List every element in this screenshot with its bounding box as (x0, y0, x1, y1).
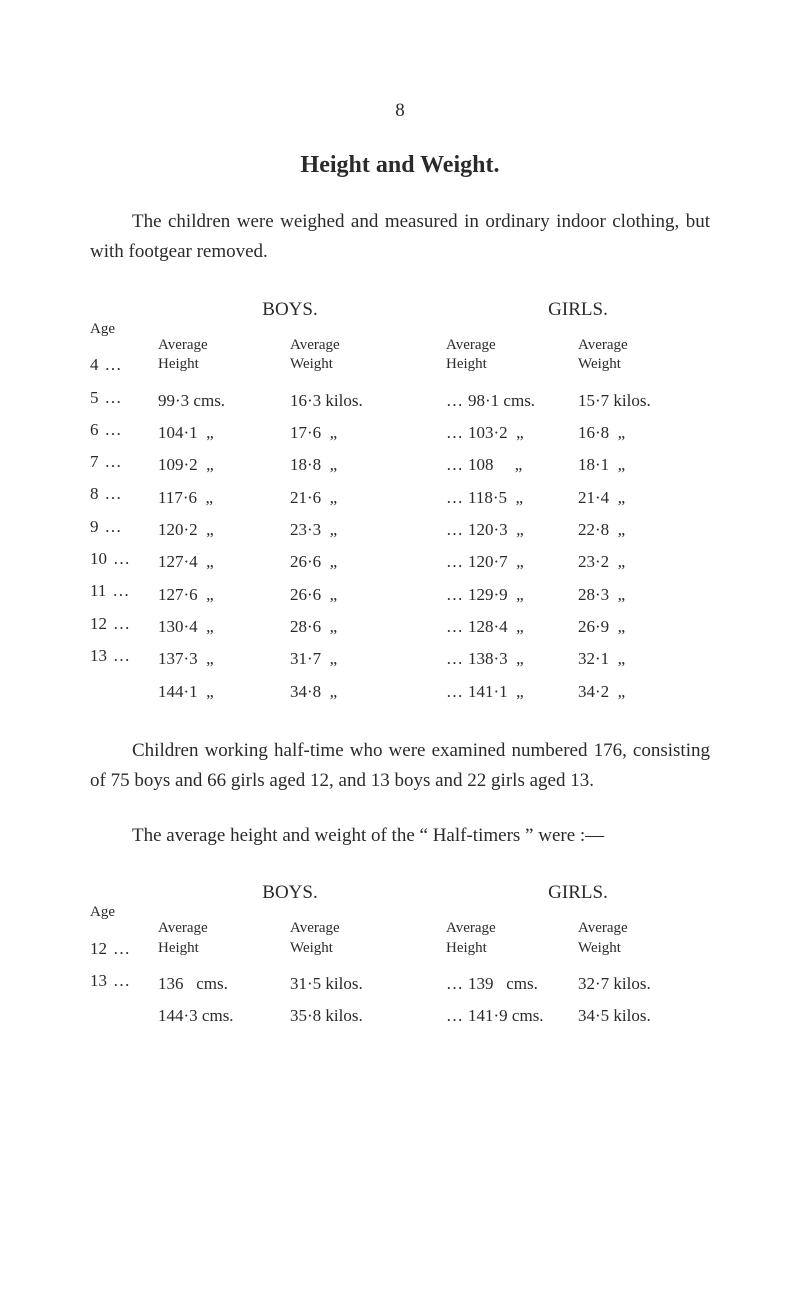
boys-group: BOYS. AverageHeight 136 cms. 144·3 cms. … (158, 875, 422, 1033)
page-number: 8 (90, 100, 710, 122)
boys-height-cell: 130·4 „ (158, 611, 290, 643)
girls-height-cell: 120·3 „ (446, 514, 578, 546)
age-cell: 11 (90, 575, 158, 607)
age-header: Age (90, 903, 158, 923)
boys-height-cell: 144·1 „ (158, 676, 290, 708)
girls-height-cell: 98·1 cms. (446, 385, 578, 417)
girls-header: GIRLS. (446, 875, 710, 911)
girls-height-cell: 108 „ (446, 449, 578, 481)
girls-weight-cell: 34·5 kilos. (578, 1000, 710, 1032)
girls-avg-height-header: AverageHeight (446, 336, 578, 375)
girls-height-cell: 138·3 „ (446, 643, 578, 675)
girls-header: GIRLS. (446, 292, 710, 328)
age-cell: 12 (90, 608, 158, 640)
girls-group: GIRLS. AverageHeight 139 cms. 141·9 cms.… (446, 875, 710, 1033)
girls-avg-height-header: AverageHeight (446, 919, 578, 958)
halftimers-intro-paragraph: The average height and weight of the “ H… (90, 821, 710, 851)
age-column: Age 12 13 (90, 875, 158, 1033)
section-title: Height and Weight. (90, 152, 710, 179)
age-cell: 13 (90, 965, 158, 997)
girls-weight-cell: 23·2 „ (578, 546, 710, 578)
girls-height-cell: 141·9 cms. (446, 1000, 578, 1032)
boys-weight-cell: 17·6 „ (290, 417, 422, 449)
boys-height-cell: 99·3 cms. (158, 385, 290, 417)
girls-height-cell: 139 cms. (446, 968, 578, 1000)
age-cell: 4 (90, 349, 158, 381)
boys-header: BOYS. (158, 292, 422, 328)
boys-weight-cell: 16·3 kilos. (290, 385, 422, 417)
girls-weight-cell: 18·1 „ (578, 449, 710, 481)
main-table: Age 4 5 6 7 8 9 10 11 12 13 BOYS. Averag… (90, 292, 710, 708)
girls-height-cell: 128·4 „ (446, 611, 578, 643)
boys-weight-cell: 31·7 „ (290, 643, 422, 675)
girls-weight-cell: 32·1 „ (578, 643, 710, 675)
age-header: Age (90, 320, 158, 340)
boys-height-cell: 136 cms. (158, 968, 290, 1000)
boys-avg-weight-header: AverageWeight (290, 919, 422, 958)
boys-weight-cell: 28·6 „ (290, 611, 422, 643)
age-cell: 13 (90, 640, 158, 672)
girls-weight-cell: 21·4 „ (578, 482, 710, 514)
boys-height-cell: 120·2 „ (158, 514, 290, 546)
girls-weight-cell: 34·2 „ (578, 676, 710, 708)
girls-weight-cell: 28·3 „ (578, 579, 710, 611)
boys-avg-height-header: AverageHeight (158, 336, 290, 375)
girls-weight-cell: 22·8 „ (578, 514, 710, 546)
age-cell: 6 (90, 414, 158, 446)
boys-weight-cell: 35·8 kilos. (290, 1000, 422, 1032)
girls-group: GIRLS. AverageHeight 98·1 cms. 103·2 „ 1… (446, 292, 710, 708)
boys-weight-cell: 31·5 kilos. (290, 968, 422, 1000)
boys-height-cell: 127·6 „ (158, 579, 290, 611)
girls-height-cell: 103·2 „ (446, 417, 578, 449)
boys-header: BOYS. (158, 875, 422, 911)
girls-weight-cell: 32·7 kilos. (578, 968, 710, 1000)
girls-height-cell: 118·5 „ (446, 482, 578, 514)
boys-height-cell: 117·6 „ (158, 482, 290, 514)
girls-weight-cell: 26·9 „ (578, 611, 710, 643)
age-cell: 8 (90, 478, 158, 510)
boys-weight-cell: 34·8 „ (290, 676, 422, 708)
boys-weight-cell: 26·6 „ (290, 579, 422, 611)
girls-weight-cell: 16·8 „ (578, 417, 710, 449)
halftimers-table: Age 12 13 BOYS. AverageHeight 136 cms. 1… (90, 875, 710, 1033)
boys-height-cell: 137·3 „ (158, 643, 290, 675)
girls-height-cell: 141·1 „ (446, 676, 578, 708)
age-cell: 9 (90, 511, 158, 543)
girls-height-cell: 120·7 „ (446, 546, 578, 578)
girls-avg-weight-header: AverageWeight (578, 919, 710, 958)
boys-height-cell: 109·2 „ (158, 449, 290, 481)
boys-avg-weight-header: AverageWeight (290, 336, 422, 375)
midnote-paragraph: Children working half-time who were exam… (90, 736, 710, 797)
girls-height-cell: 129·9 „ (446, 579, 578, 611)
boys-height-cell: 127·4 „ (158, 546, 290, 578)
age-cell: 7 (90, 446, 158, 478)
age-cell: 12 (90, 933, 158, 965)
age-cell: 10 (90, 543, 158, 575)
boys-weight-cell: 23·3 „ (290, 514, 422, 546)
age-cell: 5 (90, 382, 158, 414)
girls-weight-cell: 15·7 kilos. (578, 385, 710, 417)
age-column: Age 4 5 6 7 8 9 10 11 12 13 (90, 292, 158, 708)
boys-height-cell: 144·3 cms. (158, 1000, 290, 1032)
boys-avg-height-header: AverageHeight (158, 919, 290, 958)
boys-weight-cell: 21·6 „ (290, 482, 422, 514)
intro-paragraph: The children were weighed and measured i… (90, 207, 710, 268)
boys-weight-cell: 26·6 „ (290, 546, 422, 578)
boys-height-cell: 104·1 „ (158, 417, 290, 449)
girls-avg-weight-header: AverageWeight (578, 336, 710, 375)
boys-weight-cell: 18·8 „ (290, 449, 422, 481)
boys-group: BOYS. AverageHeight 99·3 cms. 104·1 „ 10… (158, 292, 422, 708)
